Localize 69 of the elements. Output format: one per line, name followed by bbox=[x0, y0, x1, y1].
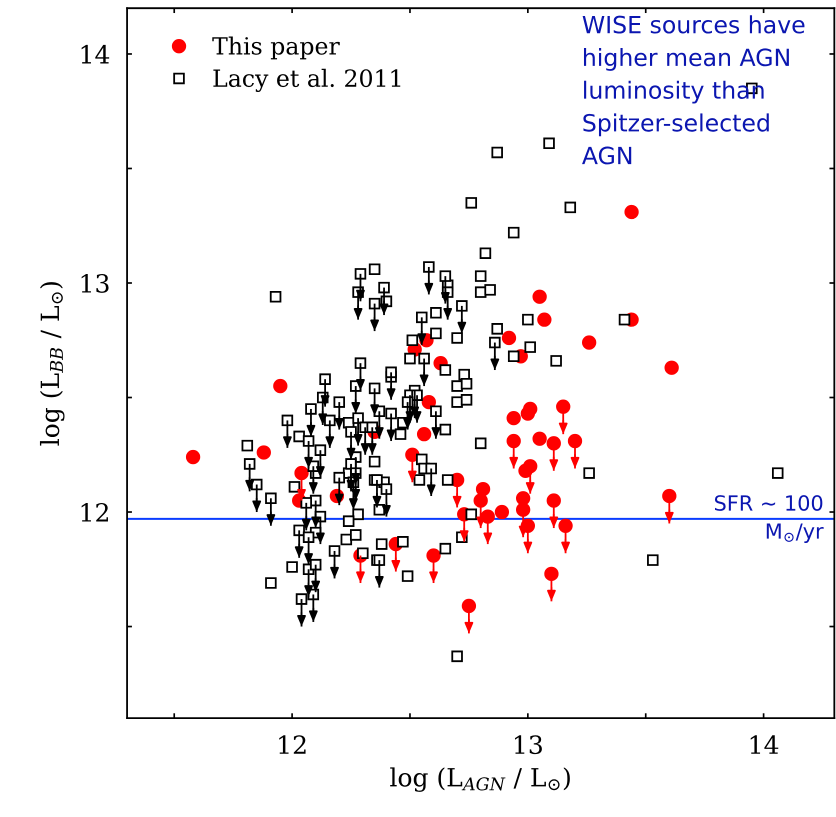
point bbox=[296, 593, 308, 605]
point bbox=[582, 335, 596, 350]
point bbox=[440, 270, 452, 282]
point bbox=[506, 434, 521, 448]
point bbox=[489, 336, 501, 348]
point bbox=[380, 483, 392, 495]
y-tick-label: 14 bbox=[82, 44, 110, 64]
point bbox=[546, 493, 561, 508]
point bbox=[319, 373, 331, 385]
point bbox=[371, 474, 383, 486]
point bbox=[506, 410, 521, 426]
point bbox=[244, 458, 256, 470]
point bbox=[374, 554, 386, 566]
point bbox=[314, 444, 326, 456]
point bbox=[305, 403, 317, 415]
point bbox=[426, 548, 441, 563]
point bbox=[310, 558, 322, 570]
point bbox=[556, 400, 570, 414]
y-tick-label: 13 bbox=[82, 274, 109, 293]
point bbox=[474, 493, 488, 508]
point bbox=[385, 408, 397, 420]
point bbox=[368, 298, 380, 310]
point bbox=[333, 472, 346, 484]
point bbox=[544, 566, 559, 582]
point bbox=[425, 462, 437, 474]
point bbox=[186, 450, 200, 464]
point bbox=[516, 502, 530, 517]
x-axis-title: log (L$_{AGN}$ / L$_{⊙}$) bbox=[390, 767, 570, 792]
point bbox=[546, 436, 561, 450]
point bbox=[423, 261, 435, 273]
legend-label: Lacy et al. 2011 bbox=[213, 68, 400, 92]
point bbox=[430, 405, 442, 418]
annotation: WISE sources have higher mean AGN luminosity than Spitzer-selected AGN bbox=[582, 15, 804, 164]
point bbox=[523, 459, 538, 474]
point bbox=[537, 312, 552, 327]
y-tick-label: 12 bbox=[82, 502, 108, 522]
point bbox=[294, 466, 309, 480]
point bbox=[328, 545, 340, 557]
point bbox=[385, 366, 397, 378]
point bbox=[416, 427, 432, 442]
legend-label: This paper bbox=[212, 36, 340, 60]
point bbox=[265, 492, 277, 504]
point bbox=[532, 290, 547, 304]
point bbox=[558, 518, 573, 533]
point bbox=[333, 396, 346, 408]
point bbox=[476, 482, 490, 496]
point bbox=[494, 504, 510, 520]
point bbox=[422, 394, 436, 410]
point bbox=[532, 432, 547, 446]
x-tick-label: 12 bbox=[279, 735, 306, 754]
point bbox=[502, 330, 516, 346]
point bbox=[368, 382, 380, 394]
point bbox=[462, 598, 476, 614]
point bbox=[273, 378, 288, 394]
point bbox=[256, 445, 271, 460]
x-tick-label: 13 bbox=[514, 735, 542, 754]
point bbox=[624, 204, 639, 220]
point bbox=[516, 491, 530, 506]
point bbox=[568, 434, 582, 448]
point bbox=[520, 406, 536, 421]
point bbox=[418, 352, 430, 364]
ref-line-label: SFR ~ 100 M$_{⊙}$/yr bbox=[714, 495, 824, 543]
point bbox=[664, 360, 679, 375]
point bbox=[456, 300, 468, 312]
point bbox=[662, 488, 676, 504]
point bbox=[378, 282, 390, 294]
point bbox=[302, 531, 314, 543]
x-tick-label: 14 bbox=[750, 735, 778, 754]
y-axis-title: log (L$_{BB}$ / L$_{⊙}$) bbox=[40, 282, 65, 446]
